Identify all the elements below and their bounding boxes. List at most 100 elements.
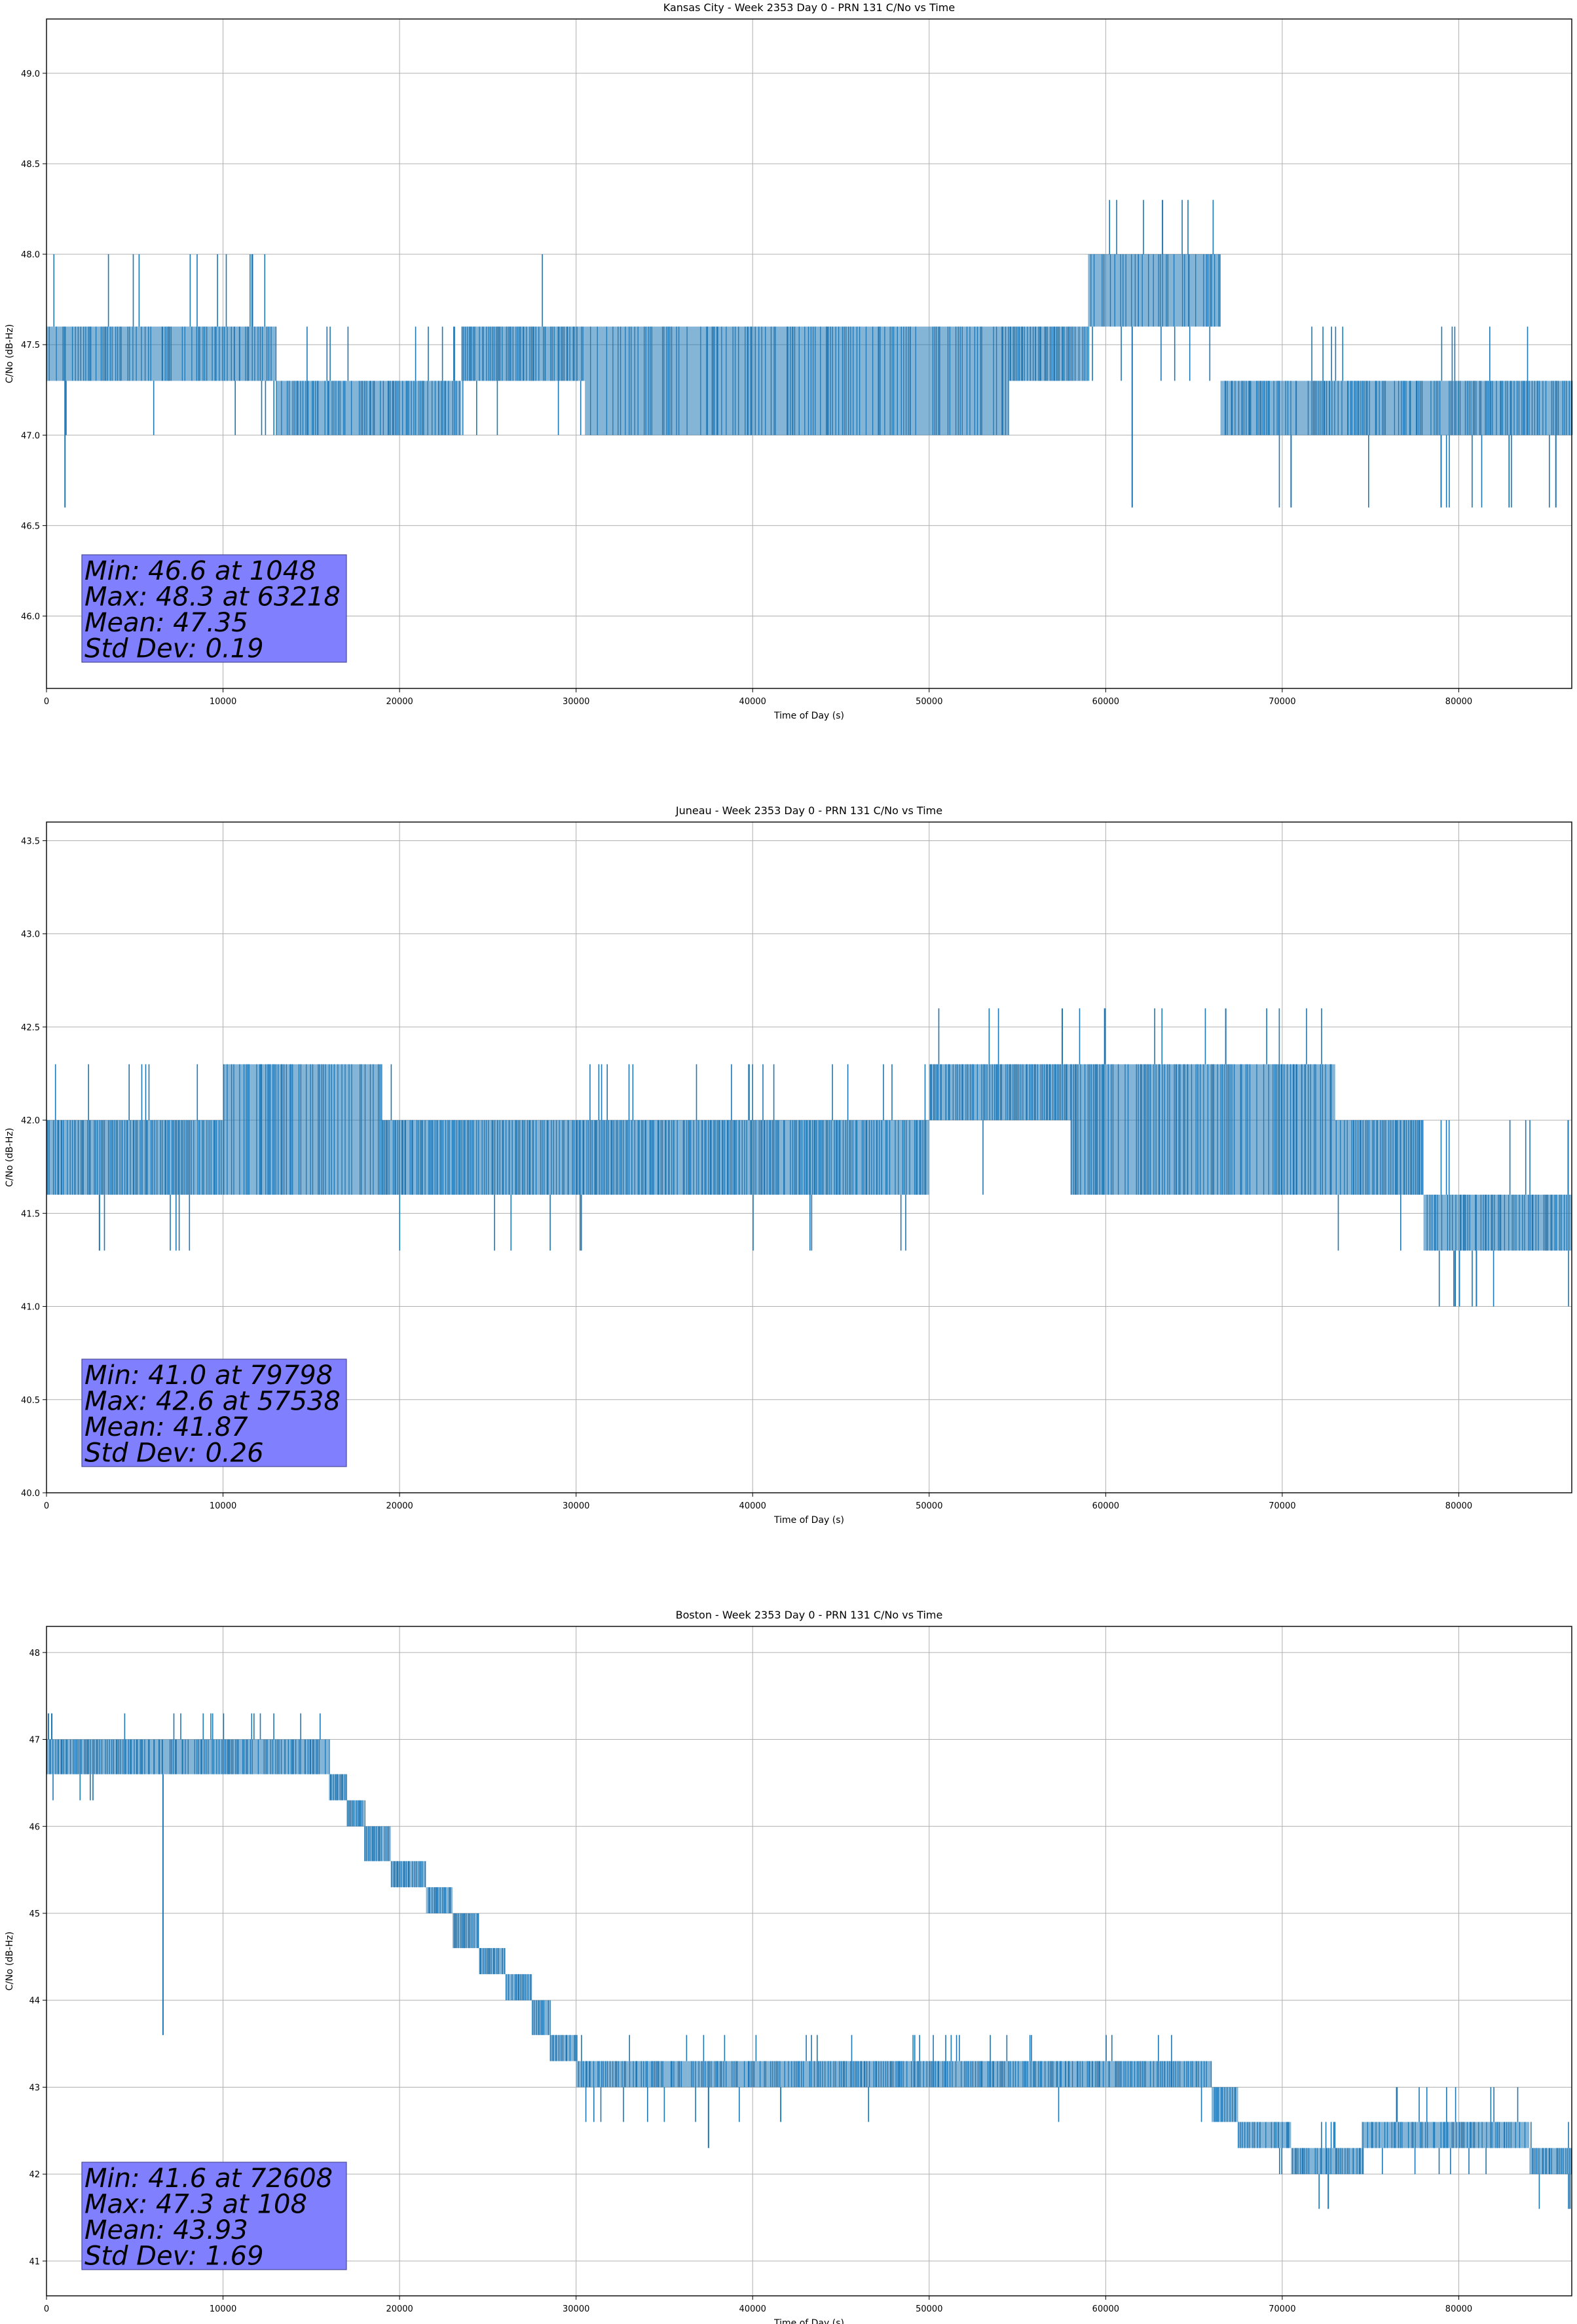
data-spikes: [173, 1713, 321, 1740]
chart-panel-1: Kansas City - Week 2353 Day 0 - PRN 131 …: [5, 1, 1573, 721]
data-band: [1362, 2122, 1530, 2148]
x-tick-label: 0: [44, 697, 49, 707]
data-spikes: [938, 1008, 999, 1195]
chart-panel-3: Boston - Week 2353 Day 0 - PRN 131 C/No …: [5, 1609, 1572, 2324]
data-trace: [550, 2034, 576, 2061]
data-band: [1529, 2148, 1572, 2175]
stats-min: Min: 41.0 at 79798: [84, 1360, 333, 1391]
data-trace: [1335, 1120, 1424, 1195]
data-trace: [46, 1739, 150, 1774]
y-tick-label: 41: [29, 2257, 40, 2267]
data-spikes: [1337, 1194, 1401, 1251]
data-band: [1070, 1064, 1335, 1195]
stats-box: [81, 554, 347, 663]
data-trace: [48, 326, 277, 381]
data-band: [1423, 1194, 1572, 1251]
data-trace: [532, 2000, 551, 2035]
y-tick-label: 47.0: [21, 431, 40, 441]
x-tick-label: 80000: [1445, 2304, 1472, 2314]
data-trace: [506, 1974, 532, 2000]
stats-max: Max: 47.3 at 108: [84, 2190, 307, 2220]
x-tick-label: 60000: [1092, 2304, 1119, 2314]
x-tick-label: 40000: [739, 1501, 766, 1511]
data-spikes: [1438, 1120, 1569, 1307]
y-tick-label: 44: [29, 1996, 40, 2006]
data-trace: [578, 2061, 840, 2088]
x-tick-label: 10000: [210, 1501, 236, 1511]
x-tick-label: 50000: [916, 2304, 942, 2314]
data-trace: [153, 1739, 330, 1774]
data-band: [841, 2061, 1212, 2088]
x-tick-label: 70000: [1269, 697, 1295, 707]
x-tick-label: 70000: [1269, 2304, 1295, 2314]
data-spikes: [1279, 2148, 1282, 2175]
y-tick-label: 41.0: [21, 1303, 40, 1313]
y-tick-label: 47.5: [21, 341, 40, 350]
y-tick-label: 43: [29, 2083, 40, 2093]
data-trace: [1291, 2148, 1363, 2175]
data-band: [46, 1120, 223, 1195]
stats-max: Max: 42.6 at 57538: [84, 1387, 341, 1417]
data-trace: [1532, 2148, 1572, 2175]
data-band: [152, 1739, 329, 1774]
x-tick-label: 60000: [1092, 697, 1119, 707]
data-band: [576, 2061, 842, 2088]
data-trace: [1362, 2122, 1526, 2148]
x-tick-label: 20000: [386, 1501, 413, 1511]
stats-mean: Mean: 41.87: [84, 1412, 248, 1442]
y-tick-label: 41.5: [21, 1209, 40, 1219]
y-tick-label: 46.0: [21, 612, 40, 622]
data-spikes: [851, 2034, 1202, 2122]
x-axis-label: Time of Day (s): [773, 1515, 844, 1526]
data-trace: [1009, 326, 1090, 381]
data-spikes: [1092, 200, 1214, 381]
data-trace: [329, 1774, 347, 1801]
data-trace: [840, 2061, 1212, 2088]
y-tick-label: 48: [29, 1649, 40, 1659]
x-tick-label: 70000: [1269, 1501, 1295, 1511]
x-tick-label: 30000: [563, 697, 589, 707]
data-band: [276, 381, 462, 436]
data-spikes: [1278, 326, 1550, 508]
y-tick-label: 42.0: [21, 1116, 40, 1126]
stats-mean: Mean: 43.93: [84, 2215, 248, 2245]
x-tick-label: 20000: [386, 2304, 413, 2314]
x-tick-label: 10000: [210, 697, 236, 707]
stats-min: Min: 41.6 at 72608: [84, 2164, 333, 2194]
data-trace: [1225, 381, 1573, 436]
data-trace: [1238, 2122, 1289, 2148]
y-tick-label: 49.0: [21, 69, 40, 79]
y-tick-label: 40.0: [21, 1489, 40, 1499]
y-tick-label: 42: [29, 2170, 40, 2180]
y-tick-label: 40.5: [21, 1396, 40, 1406]
x-axis-label: Time of Day (s): [773, 2318, 844, 2324]
data-spikes: [51, 1713, 126, 1801]
data-trace: [428, 1887, 451, 1913]
chart-title: Boston - Week 2353 Day 0 - PRN 131 C/No …: [676, 1609, 943, 1621]
data-trace: [382, 1120, 927, 1195]
x-tick-label: 40000: [739, 697, 766, 707]
stats-std: Std Dev: 1.69: [84, 2241, 264, 2272]
data-spikes: [390, 1064, 926, 1251]
data-band: [426, 1887, 453, 1913]
x-tick-label: 30000: [563, 2304, 589, 2314]
x-tick-label: 50000: [916, 1501, 942, 1511]
y-axis-label: C/No (dB-Hz): [5, 1128, 15, 1187]
chart-title: Juneau - Week 2353 Day 0 - PRN 131 C/No …: [675, 804, 942, 817]
data-trace: [479, 1948, 506, 1974]
stats-box: [81, 1359, 347, 1467]
data-trace: [1071, 1064, 1332, 1195]
data-trace: [347, 1800, 365, 1827]
stats-box: [81, 2162, 347, 2270]
plot-frame: [46, 18, 1572, 689]
y-axis-label: C/No (dB-Hz): [5, 324, 15, 383]
stats-max: Max: 48.3 at 63218: [84, 582, 341, 612]
data-spikes: [1079, 1008, 1322, 1064]
stats-std: Std Dev: 0.26: [84, 1438, 264, 1469]
stats-mean: Mean: 47.35: [84, 608, 248, 638]
x-axis-label: Time of Day (s): [773, 711, 844, 721]
data-spikes: [1531, 2122, 1569, 2209]
data-trace: [276, 381, 460, 436]
x-tick-label: 0: [44, 2304, 49, 2314]
chart-title: Kansas City - Week 2353 Day 0 - PRN 131 …: [663, 1, 955, 14]
